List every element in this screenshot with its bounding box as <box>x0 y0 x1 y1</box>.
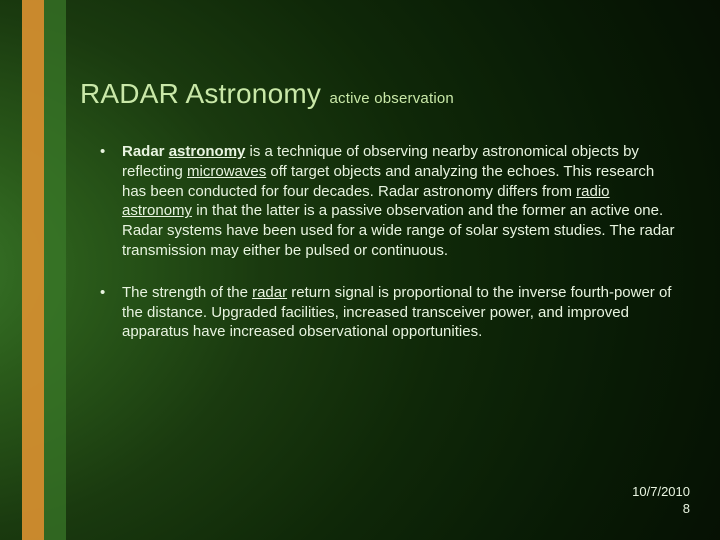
vertical-bar-green <box>44 0 66 540</box>
footer-page: 8 <box>632 501 690 518</box>
slide-content: RADAR Astronomy active observation Radar… <box>80 78 680 364</box>
bullet-text-run: The strength of the <box>122 284 252 301</box>
bullet-text-run: Radar <box>122 143 169 160</box>
bullet-text-run: microwaves <box>187 163 266 180</box>
footer-date: 10/7/2010 <box>632 484 690 501</box>
bullet-text-run: astronomy <box>169 143 246 160</box>
slide-title: RADAR Astronomy active observation <box>80 78 680 110</box>
bullet-list: Radar astronomy is a technique of observ… <box>80 142 680 342</box>
title-main: RADAR Astronomy <box>80 78 321 109</box>
bullet-item: The strength of the radar return signal … <box>100 283 680 342</box>
slide-footer: 10/7/2010 8 <box>632 484 690 518</box>
vertical-bar-orange <box>22 0 44 540</box>
bullet-text-run: radar <box>252 284 287 301</box>
title-sub: active observation <box>325 90 454 107</box>
bullet-text-run: in that the latter is a passive observat… <box>122 202 675 259</box>
bullet-item: Radar astronomy is a technique of observ… <box>100 142 680 261</box>
